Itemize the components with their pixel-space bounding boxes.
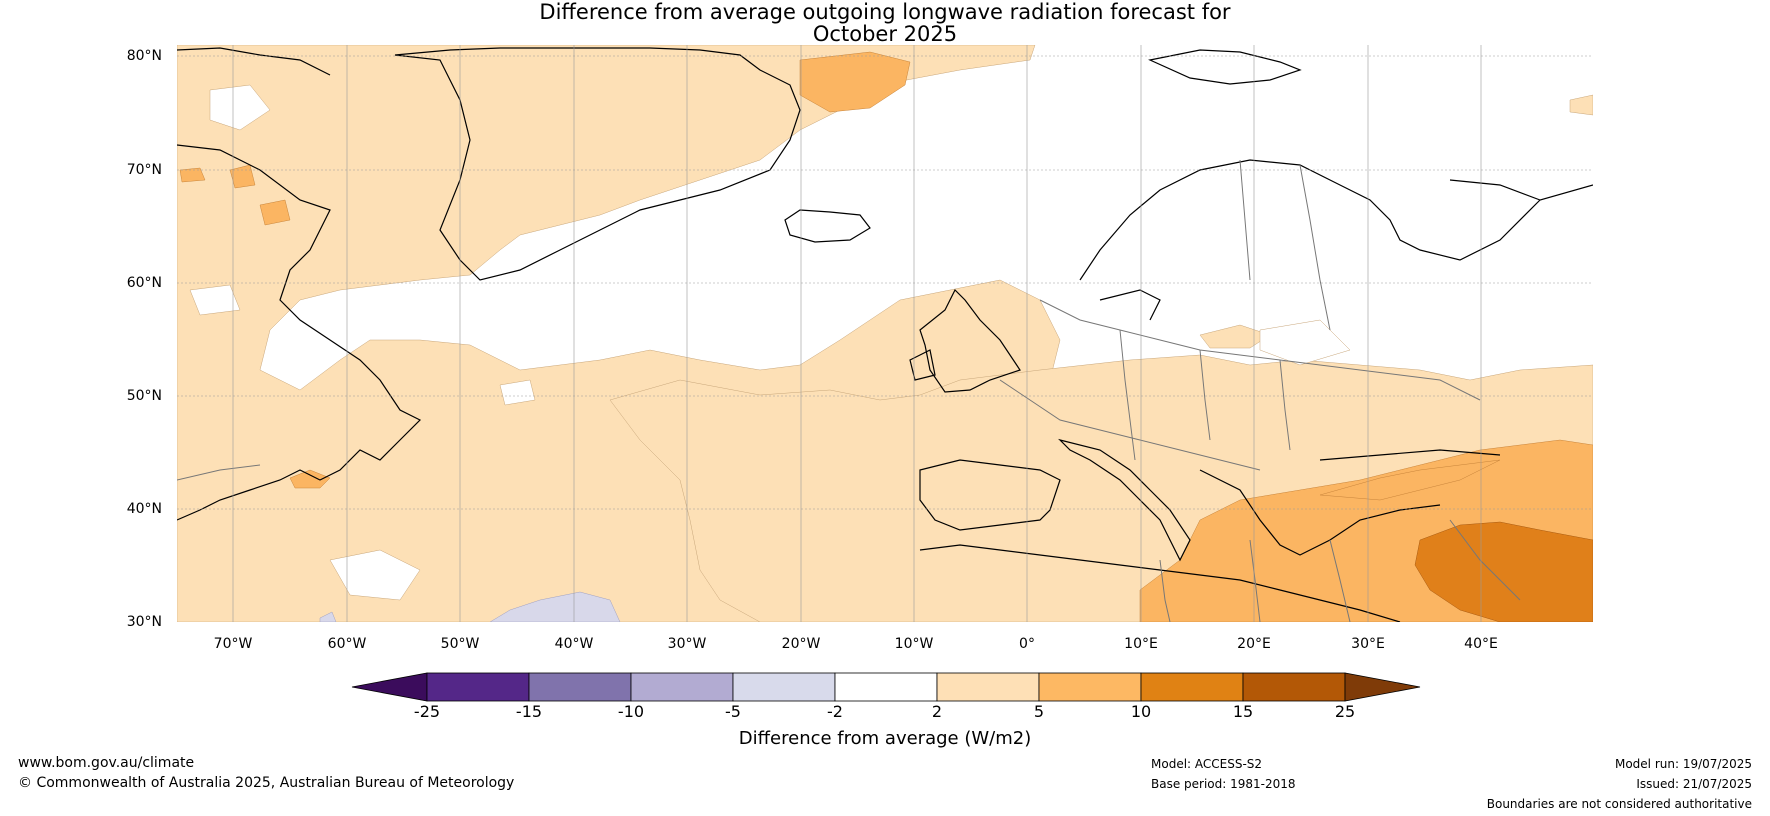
lat-label-60n: 60°N — [126, 275, 162, 291]
colorbar-tick: -15 — [515, 702, 543, 721]
base-period: Base period: 1981-2018 — [1151, 777, 1296, 791]
colorbar-label: Difference from average (W/m2) — [738, 728, 1032, 749]
colorbar-tick: 15 — [1232, 702, 1254, 721]
map-title-line1: Difference from average outgoing longwav… — [539, 0, 1231, 24]
lon-label-40e: 40°E — [1464, 636, 1498, 652]
colorbar-tick: -25 — [413, 702, 441, 721]
lat-label-50n: 50°N — [126, 388, 162, 404]
colorbar-segment — [426, 672, 530, 702]
lat-label-40n: 40°N — [126, 501, 162, 517]
lon-label-20w: 20°W — [781, 636, 821, 652]
map-title-line2: October 2025 — [812, 22, 958, 46]
lon-label-10w: 10°W — [894, 636, 934, 652]
colorbar-tick: 5 — [1033, 702, 1045, 721]
colorbar-segment — [732, 672, 836, 702]
colorbar-segments — [351, 672, 1421, 702]
colorbar-tick: 2 — [931, 702, 943, 721]
lon-label-60w: 60°W — [327, 636, 367, 652]
lon-label-30w: 30°W — [667, 636, 707, 652]
lon-label-20e: 20°E — [1237, 636, 1271, 652]
lat-label-70n: 70°N — [126, 162, 162, 178]
colorbar-segment — [1140, 672, 1244, 702]
anomaly-10-15-fill — [1414, 521, 1593, 622]
colorbar-tick: 10 — [1130, 702, 1152, 721]
lon-label-70w: 70°W — [213, 636, 253, 652]
website-link[interactable]: www.bom.gov.au/climate — [18, 755, 195, 771]
lon-label-0: 0° — [1019, 636, 1035, 652]
graticule — [177, 45, 1593, 622]
model-name: Model: ACCESS-S2 — [1151, 757, 1263, 771]
colorbar-extend-low — [351, 672, 428, 702]
country-borders — [177, 159, 1521, 622]
anomaly-neg5-neg2-fill — [319, 591, 621, 622]
colorbar-extend-high — [1344, 672, 1421, 702]
boundaries-disclaimer: Boundaries are not considered authoritat… — [1486, 797, 1752, 811]
lon-label-40w: 40°W — [554, 636, 594, 652]
lat-label-80n: 80°N — [126, 48, 162, 64]
lon-label-10e: 10°E — [1124, 636, 1158, 652]
copyright-text: © Commonwealth of Australia 2025, Austra… — [18, 775, 515, 791]
colorbar-segment — [936, 672, 1040, 702]
colorbar-tick: -10 — [617, 702, 645, 721]
colorbar-segment — [528, 672, 632, 702]
colorbar-segment — [834, 672, 938, 702]
model-run-date: Model run: 19/07/2025 — [1614, 757, 1752, 771]
colorbar-segment — [630, 672, 734, 702]
colorbar-tick: -5 — [725, 702, 741, 721]
coastlines — [177, 47, 1593, 622]
lon-label-30e: 30°E — [1351, 636, 1385, 652]
lat-label-30n: 30°N — [126, 614, 162, 630]
issued-date: Issued: 21/07/2025 — [1636, 777, 1752, 791]
colorbar-segment — [1242, 672, 1346, 702]
colorbar-segment — [1038, 672, 1142, 702]
lon-label-50w: 50°W — [440, 636, 480, 652]
colorbar-tick: -2 — [827, 702, 843, 721]
colorbar-tick: 25 — [1334, 702, 1356, 721]
